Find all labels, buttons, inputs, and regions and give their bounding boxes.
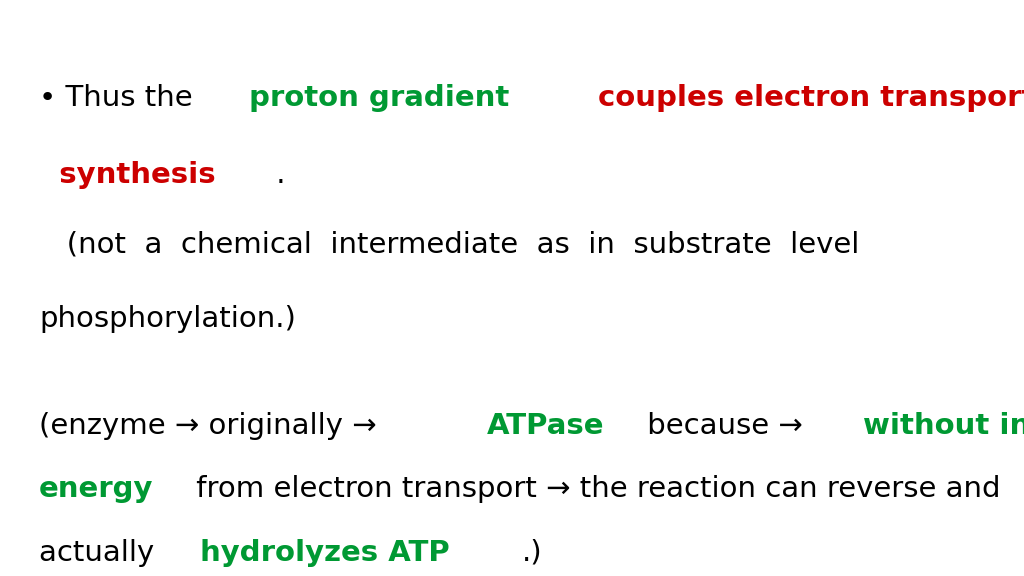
Text: phosphorylation.): phosphorylation.)	[39, 305, 296, 334]
Text: actually: actually	[39, 539, 164, 567]
Text: ATPase: ATPase	[486, 412, 604, 440]
Text: (not  a  chemical  intermediate  as  in  substrate  level: (not a chemical intermediate as in subst…	[39, 230, 859, 259]
Text: because →: because →	[638, 412, 812, 440]
Text: energy: energy	[39, 475, 154, 503]
Text: (enzyme → originally →: (enzyme → originally →	[39, 412, 386, 440]
Text: without input of: without input of	[862, 412, 1024, 440]
Text: proton gradient: proton gradient	[249, 84, 519, 112]
Text: .: .	[267, 161, 286, 190]
Text: .): .)	[522, 539, 543, 567]
Text: synthesis: synthesis	[39, 161, 215, 190]
Text: couples electron transport and ATP: couples electron transport and ATP	[598, 84, 1024, 112]
Text: hydrolyzes ATP: hydrolyzes ATP	[200, 539, 450, 567]
Text: • Thus the: • Thus the	[39, 84, 202, 112]
Text: from electron transport → the reaction can reverse and: from electron transport → the reaction c…	[186, 475, 1000, 503]
